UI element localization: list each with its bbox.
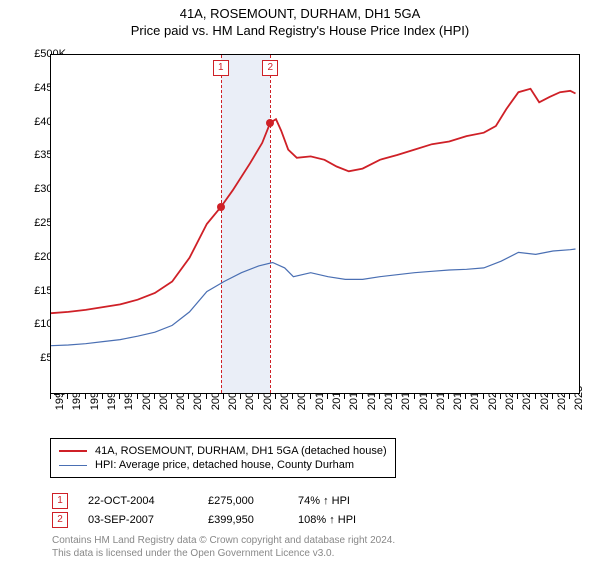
title-line1: 41A, ROSEMOUNT, DURHAM, DH1 5GA: [0, 6, 600, 21]
footer-line2: This data is licensed under the Open Gov…: [52, 547, 395, 560]
table-marker-2: 2: [52, 512, 68, 528]
table-hpi-2: 108% ↑ HPI: [298, 514, 398, 526]
table-row: 2 03-SEP-2007 £399,950 108% ↑ HPI: [52, 512, 398, 528]
table-date-1: 22-OCT-2004: [88, 495, 208, 507]
price-table: 1 22-OCT-2004 £275,000 74% ↑ HPI 2 03-SE…: [52, 490, 398, 531]
plot-area: 12: [50, 54, 580, 394]
legend-swatch-property: [59, 450, 87, 452]
price-point-marker: [266, 119, 274, 127]
table-price-1: £275,000: [208, 495, 298, 507]
chart-lines: [51, 55, 579, 393]
table-price-2: £399,950: [208, 514, 298, 526]
series-property: [51, 89, 576, 313]
table-marker-1: 1: [52, 493, 68, 509]
footer-attribution: Contains HM Land Registry data © Crown c…: [52, 534, 395, 560]
title-line2: Price paid vs. HM Land Registry's House …: [0, 23, 600, 38]
legend-item-hpi: HPI: Average price, detached house, Coun…: [59, 459, 387, 471]
chart-container: 41A, ROSEMOUNT, DURHAM, DH1 5GA Price pa…: [0, 6, 600, 566]
table-row: 1 22-OCT-2004 £275,000 74% ↑ HPI: [52, 493, 398, 509]
legend-label-property: 41A, ROSEMOUNT, DURHAM, DH1 5GA (detache…: [95, 445, 387, 457]
series-hpi: [51, 249, 576, 346]
table-hpi-1: 74% ↑ HPI: [298, 495, 398, 507]
legend-swatch-hpi: [59, 465, 87, 466]
legend-item-property: 41A, ROSEMOUNT, DURHAM, DH1 5GA (detache…: [59, 445, 387, 457]
footer-line1: Contains HM Land Registry data © Crown c…: [52, 534, 395, 547]
legend-label-hpi: HPI: Average price, detached house, Coun…: [95, 459, 354, 471]
table-date-2: 03-SEP-2007: [88, 514, 208, 526]
price-point-marker: [217, 203, 225, 211]
legend-box: 41A, ROSEMOUNT, DURHAM, DH1 5GA (detache…: [50, 438, 396, 478]
